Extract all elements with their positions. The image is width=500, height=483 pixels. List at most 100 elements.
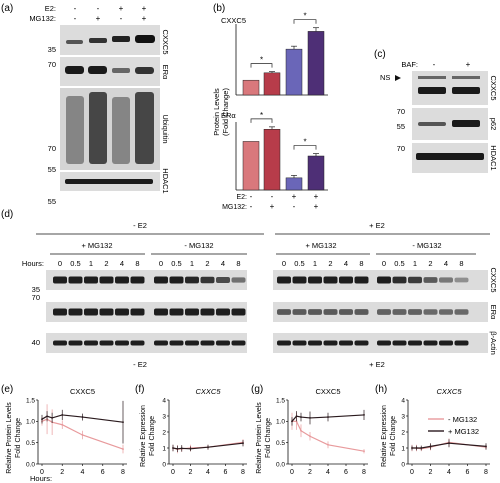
- data-point: [81, 434, 84, 436]
- hour-tick: 4: [444, 259, 448, 268]
- data-point: [176, 447, 179, 450]
- band: [99, 308, 114, 316]
- hour-tick: 0: [282, 259, 286, 268]
- sub-title: - MG132: [184, 241, 213, 250]
- x-tick-label: 0: [410, 469, 414, 476]
- hour-tick: 4: [120, 259, 124, 268]
- mw-marker: 55: [397, 122, 405, 131]
- hour-tick: 0.5: [70, 259, 80, 268]
- blot-strip: [46, 333, 247, 353]
- blot-label: p62: [489, 118, 498, 131]
- band: [416, 153, 484, 160]
- y-axis-label: Protein Levels: [212, 88, 221, 136]
- smear: [66, 96, 84, 164]
- mw-marker: 70: [397, 144, 405, 153]
- hour-tick: 2: [205, 259, 209, 268]
- row-label-e2: E2:: [45, 4, 56, 13]
- data-point: [327, 416, 329, 418]
- mw-marker: 70: [48, 60, 56, 69]
- bar: [307, 155, 325, 191]
- data-point: [295, 415, 298, 418]
- mw-marker: 40: [32, 338, 40, 347]
- blot-label: ERα: [489, 305, 498, 320]
- band: [200, 276, 215, 284]
- sign: -: [120, 14, 123, 23]
- y-axis-label: Relative Expression: [381, 405, 388, 467]
- y-tick-label: 1: [401, 445, 405, 452]
- sign: -: [433, 60, 436, 69]
- panel-e-label: (e): [1, 384, 13, 395]
- smear: [135, 92, 154, 164]
- x-tick-label: 6: [224, 469, 228, 476]
- blot-label: CXXC5: [161, 29, 170, 54]
- band: [392, 340, 407, 346]
- band: [53, 276, 67, 284]
- panel-g-label: (g): [251, 384, 263, 395]
- bar: [307, 31, 325, 96]
- band: [392, 309, 407, 315]
- hour-tick: 2: [328, 259, 332, 268]
- band: [68, 276, 83, 284]
- data-point: [363, 414, 365, 416]
- bar-chart-title: ERα: [221, 111, 236, 120]
- x-tick-label: 2: [60, 469, 64, 476]
- band: [377, 276, 391, 284]
- y-tick-label: 0: [401, 461, 405, 468]
- x-tick-label: 6: [344, 469, 348, 476]
- band: [169, 308, 184, 316]
- band: [339, 340, 353, 346]
- band: [439, 309, 453, 315]
- band: [200, 340, 215, 346]
- hours-label: Hours:: [30, 474, 52, 483]
- y-tick-label: 4: [162, 397, 166, 404]
- hour-tick: 2: [104, 259, 108, 268]
- band: [112, 68, 130, 73]
- band: [169, 340, 184, 346]
- band: [169, 276, 184, 284]
- sign: +: [142, 14, 147, 23]
- data-point: [300, 416, 302, 418]
- band: [418, 122, 446, 126]
- panel-d-label: (d): [1, 209, 13, 220]
- x-tick-label: 4: [326, 469, 330, 476]
- significance-bracket: [250, 118, 273, 123]
- x-tick-label: 4: [206, 469, 210, 476]
- ns-label: NS: [380, 73, 390, 82]
- band: [423, 340, 438, 346]
- band: [231, 277, 246, 283]
- band: [84, 276, 98, 284]
- legend-label: + MG132: [448, 427, 479, 436]
- band: [454, 340, 469, 346]
- data-point: [61, 414, 64, 416]
- bar: [285, 177, 303, 191]
- bar: [263, 72, 281, 96]
- band: [185, 340, 199, 346]
- hour-tick: 1: [413, 259, 417, 268]
- chart-title: CXXC5: [436, 387, 462, 396]
- smear: [89, 92, 107, 164]
- band: [308, 309, 322, 315]
- blot-label: Ubiquitin: [161, 114, 170, 143]
- band: [185, 276, 199, 284]
- blot-label: CXXC5: [489, 267, 498, 292]
- data-point: [448, 442, 450, 445]
- x-tick-label: 0: [40, 469, 44, 476]
- panel-c-label: (c): [374, 49, 386, 60]
- band: [84, 308, 98, 316]
- band: [130, 276, 145, 284]
- panel-f-label: (f): [135, 384, 144, 395]
- series-line: [41, 418, 124, 450]
- sign: -: [271, 192, 274, 201]
- y-tick-label: 2: [401, 429, 405, 436]
- data-point: [81, 416, 84, 418]
- x-tick-label: 4: [447, 469, 451, 476]
- data-point: [300, 429, 302, 432]
- data-point: [429, 445, 432, 448]
- x-tick-label: 8: [362, 469, 366, 476]
- x-tick-label: 4: [81, 469, 85, 476]
- sign: +: [142, 4, 147, 13]
- row-label-baf: BAF:: [401, 60, 418, 69]
- band: [277, 309, 291, 315]
- hour-tick: 0.5: [294, 259, 304, 268]
- row-label-e2: E2:: [236, 194, 247, 201]
